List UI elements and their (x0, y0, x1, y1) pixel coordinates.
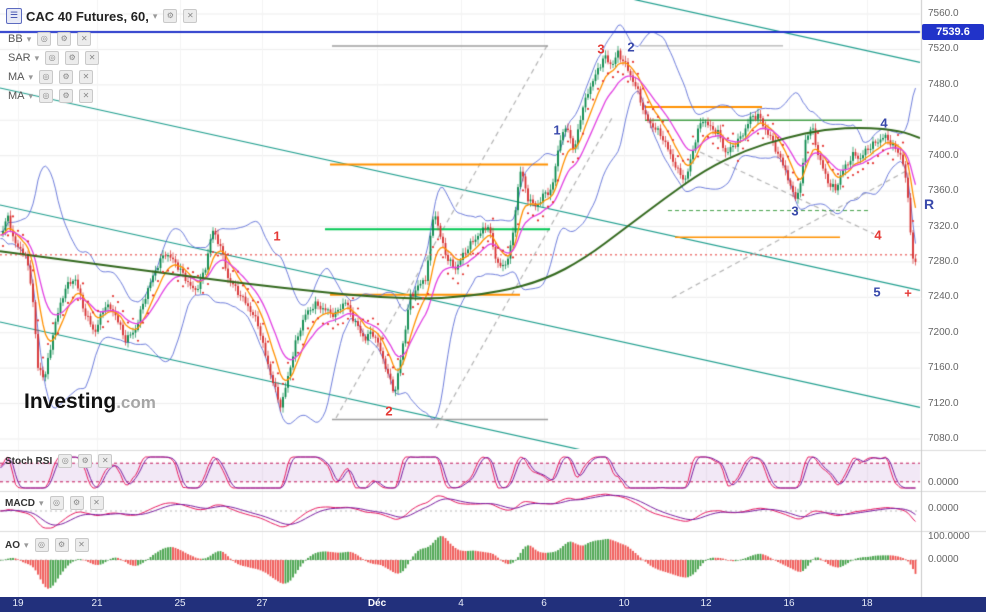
price-tick: 7360.0 (928, 185, 959, 197)
price-tick: 7160.0 (928, 362, 959, 374)
time-tick: 6 (541, 598, 547, 609)
close-icon[interactable]: ✕ (183, 9, 198, 23)
panel-name: MACD (5, 497, 35, 509)
last-price-badge: 7539.6 (922, 24, 984, 41)
indicator-row-sar-1[interactable]: SAR ▾ ◎ ⚙ ✕ (8, 51, 100, 65)
close-icon[interactable]: ✕ (98, 454, 113, 468)
visibility-icon[interactable]: ◎ (34, 538, 49, 552)
time-tick: 27 (256, 598, 268, 609)
price-tick: 7240.0 (928, 291, 959, 303)
time-tick: 25 (174, 598, 186, 609)
chevron-down-icon[interactable]: ▾ (26, 33, 32, 44)
time-tick: 19 (12, 598, 24, 609)
chevron-down-icon[interactable]: ▾ (39, 497, 44, 508)
chevron-down-icon[interactable]: ▾ (24, 539, 29, 550)
panel-name: Stoch RSI (5, 455, 53, 467)
chevron-down-icon[interactable]: ▾ (28, 90, 34, 101)
wave-label-blue-3: 3 (791, 203, 799, 219)
symbol-legend-row[interactable]: ☰ CAC 40 Futures, 60, ▾ ⚙ ✕ (6, 8, 198, 24)
close-icon[interactable]: ✕ (85, 51, 100, 65)
panel-label-row-macd[interactable]: MACD ▾ ◎ ⚙ ✕ (5, 496, 104, 510)
close-icon[interactable]: ✕ (74, 538, 89, 552)
gear-icon[interactable]: ⚙ (78, 454, 93, 468)
wave-label-blue-2: 2 (627, 39, 635, 55)
indicator-row-ma-2[interactable]: MA ▾ ◎ ⚙ ✕ (8, 70, 94, 84)
logo-text-bold: Investing (24, 390, 117, 413)
chevron-down-icon[interactable]: ▾ (28, 71, 34, 82)
resistance-marker: R (924, 196, 935, 212)
chevron-down-icon[interactable]: ▾ (34, 52, 40, 63)
visibility-icon[interactable]: ◎ (45, 51, 60, 65)
indicator-label: BB (8, 33, 23, 45)
wave-label-red-4: 4 (874, 227, 882, 243)
settings-icon[interactable]: ⚙ (163, 9, 178, 23)
price-tick: 7440.0 (928, 114, 959, 126)
time-axis[interactable]: 19 21 25 27 Déc 4 6 10 12 16 18 (0, 597, 986, 612)
close-icon[interactable]: ✕ (89, 496, 104, 510)
price-tick: 7480.0 (928, 78, 959, 90)
symbol-title: CAC 40 Futures, 60, (26, 8, 149, 24)
time-tick: 10 (618, 598, 630, 609)
visibility-icon[interactable]: ◎ (49, 496, 64, 510)
visibility-icon[interactable]: ◎ (58, 454, 73, 468)
wave-label-red-2: 2 (385, 403, 393, 419)
panel-axis-label: 100.0000 (928, 531, 970, 542)
visibility-icon[interactable]: ◎ (39, 70, 54, 84)
wave-label-red-+: + (904, 285, 912, 301)
panel-axis-label: 0.0000 (928, 554, 959, 565)
panel-label-row-ao[interactable]: AO ▾ ◎ ⚙ ✕ (5, 538, 89, 552)
visibility-icon[interactable]: ◎ (37, 32, 52, 46)
indicator-label: SAR (8, 52, 31, 64)
time-tick: 18 (861, 598, 873, 609)
chevron-down-icon[interactable]: ▾ (152, 10, 158, 21)
wave-label-blue-4: 4 (880, 115, 888, 131)
indicator-row-bb-0[interactable]: BB ▾ ◎ ⚙ ✕ (8, 32, 92, 46)
gear-icon[interactable]: ⚙ (69, 496, 84, 510)
time-tick: Déc (367, 598, 387, 609)
indicator-row-ma-3[interactable]: MA ▾ ◎ ⚙ ✕ (8, 89, 94, 103)
indicator-label: MA (8, 90, 25, 102)
visibility-icon[interactable]: ◎ (39, 89, 54, 103)
close-icon[interactable]: ✕ (79, 70, 94, 84)
time-tick: 16 (783, 598, 795, 609)
logo-text-light: .com (116, 393, 156, 412)
investing-logo: Investing.com (24, 390, 156, 414)
gear-icon[interactable]: ⚙ (59, 70, 74, 84)
price-tick: 7320.0 (928, 220, 959, 232)
panel-name: AO (5, 539, 20, 551)
time-tick: 12 (700, 598, 712, 609)
gear-icon[interactable]: ⚙ (59, 89, 74, 103)
wave-label-red-3: 3 (597, 41, 605, 57)
price-tick: 7520.0 (928, 43, 959, 55)
price-tick: 7120.0 (928, 397, 959, 409)
time-tick: 21 (91, 598, 103, 609)
price-tick: 7400.0 (928, 149, 959, 161)
wave-label-blue-1: 1 (553, 122, 561, 138)
time-tick: 4 (458, 598, 464, 609)
price-tick: 7560.0 (928, 8, 959, 19)
price-tick: 7280.0 (928, 255, 959, 267)
panel-label-row-stoch-rsi[interactable]: Stoch RSI ◎ ⚙ ✕ (5, 454, 113, 468)
close-icon[interactable]: ✕ (77, 32, 92, 46)
indicator-label: MA (8, 71, 25, 83)
panel-axis-label: 0.0000 (928, 477, 959, 488)
wave-label-red-1: 1 (273, 228, 281, 244)
panel-axis-label: 0.0000 (928, 503, 959, 514)
wave-label-blue-5: 5 (873, 284, 881, 300)
gear-icon[interactable]: ⚙ (65, 51, 80, 65)
gear-icon[interactable]: ⚙ (57, 32, 72, 46)
instrument-list-icon[interactable]: ☰ (6, 8, 22, 24)
price-tick: 7080.0 (928, 433, 959, 444)
price-tick: 7200.0 (928, 326, 959, 338)
gear-icon[interactable]: ⚙ (54, 538, 69, 552)
close-icon[interactable]: ✕ (79, 89, 94, 103)
